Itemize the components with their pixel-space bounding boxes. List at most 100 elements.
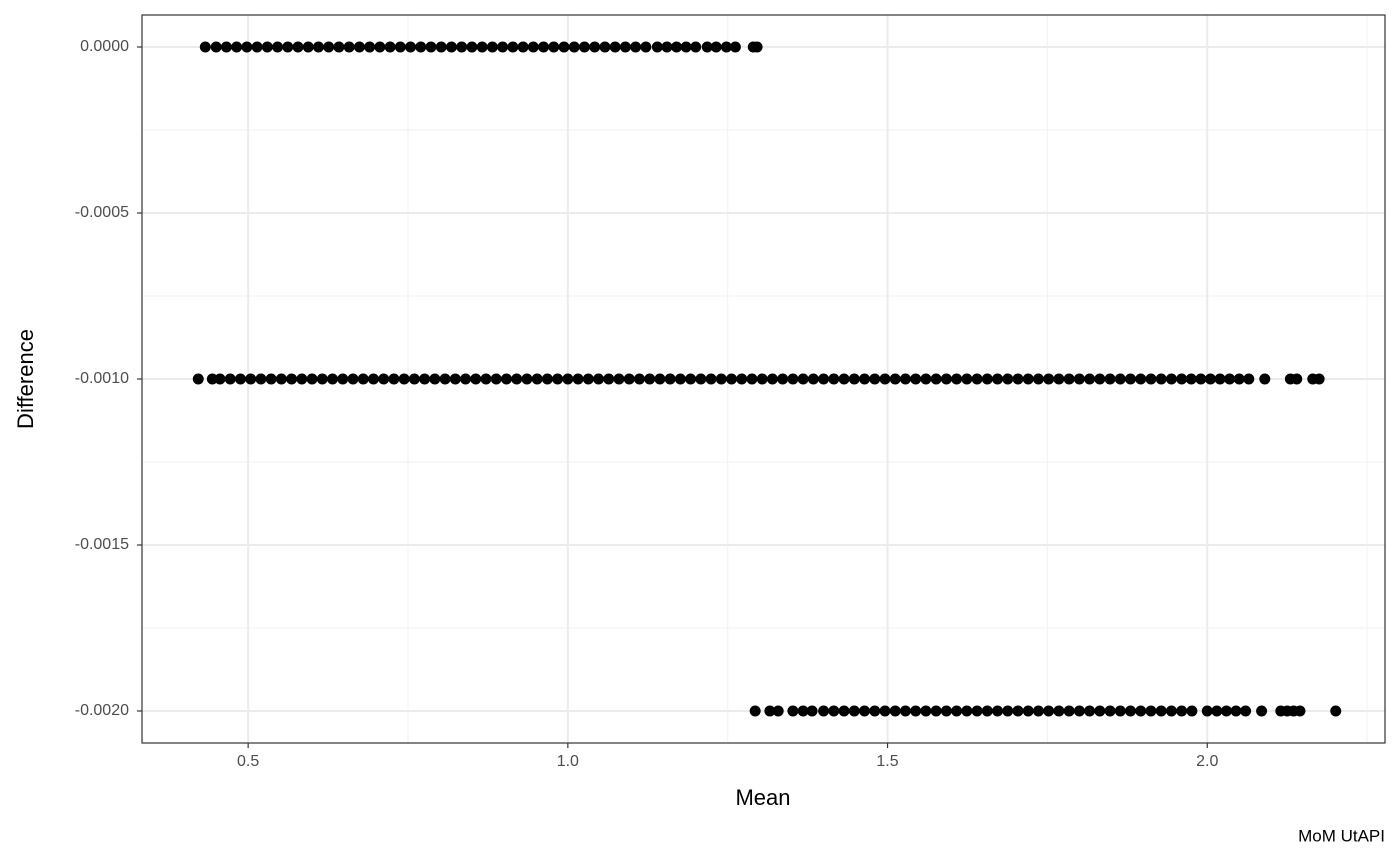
point — [517, 41, 529, 53]
point — [1063, 705, 1075, 717]
point — [1012, 705, 1024, 717]
point — [364, 41, 376, 53]
point — [838, 705, 850, 717]
point — [818, 705, 830, 717]
point — [220, 41, 232, 53]
point — [1043, 705, 1055, 717]
axes: 0.5 1.0 1.5 2.0 -0.0020 -0.0015 -0.0010 -0.0005… — [75, 38, 1219, 770]
point — [1125, 373, 1137, 385]
point — [1063, 373, 1075, 385]
point — [879, 705, 891, 717]
point — [828, 373, 840, 385]
point — [497, 41, 509, 53]
point — [558, 41, 570, 53]
point — [1094, 373, 1106, 385]
point — [859, 705, 871, 717]
point — [1104, 373, 1116, 385]
point — [609, 41, 621, 53]
y-tick-label: 0.0000 — [80, 38, 129, 55]
point — [470, 373, 482, 385]
point — [234, 373, 246, 385]
point — [818, 373, 830, 385]
point — [680, 41, 692, 53]
point — [940, 373, 952, 385]
point — [316, 373, 328, 385]
point — [777, 373, 789, 385]
point — [408, 373, 420, 385]
point — [685, 373, 697, 385]
point — [1330, 705, 1342, 717]
x-axis-label: Mean — [735, 785, 790, 810]
point — [255, 373, 267, 385]
point — [1032, 705, 1044, 717]
point — [548, 41, 560, 53]
point — [1294, 705, 1306, 717]
point — [766, 373, 778, 385]
point — [593, 373, 605, 385]
point — [623, 373, 635, 385]
point — [425, 41, 437, 53]
point — [992, 373, 1004, 385]
point — [1165, 373, 1177, 385]
point — [388, 373, 400, 385]
point — [419, 373, 431, 385]
point — [640, 41, 652, 53]
point — [378, 373, 390, 385]
point — [568, 41, 580, 53]
point — [466, 41, 478, 53]
point — [460, 373, 472, 385]
point — [633, 373, 645, 385]
point — [695, 373, 707, 385]
y-axis-label: Difference — [13, 329, 38, 429]
point — [756, 373, 768, 385]
y-tick-label: -0.0005 — [75, 204, 129, 221]
point — [552, 373, 564, 385]
point — [1032, 373, 1044, 385]
point — [869, 373, 881, 385]
point — [889, 705, 901, 717]
point — [869, 705, 881, 717]
point — [619, 41, 631, 53]
point — [527, 41, 539, 53]
point — [192, 373, 204, 385]
point — [1002, 373, 1014, 385]
point — [1104, 705, 1116, 717]
point — [1053, 705, 1065, 717]
point — [654, 373, 666, 385]
points — [192, 41, 1342, 717]
point — [1176, 705, 1188, 717]
point — [720, 41, 732, 53]
point — [981, 373, 993, 385]
point — [848, 373, 860, 385]
point — [589, 41, 601, 53]
point — [1243, 373, 1255, 385]
point — [971, 705, 983, 717]
point — [241, 41, 253, 53]
point — [251, 41, 263, 53]
point — [1204, 373, 1216, 385]
point — [445, 41, 457, 53]
point — [490, 373, 502, 385]
point — [690, 41, 702, 53]
point — [1053, 373, 1065, 385]
point — [572, 373, 584, 385]
point — [1114, 705, 1126, 717]
y-tick-label: -0.0020 — [75, 702, 129, 719]
point — [367, 373, 379, 385]
point — [1259, 373, 1271, 385]
point — [456, 41, 468, 53]
point — [562, 373, 574, 385]
point — [1155, 373, 1167, 385]
x-tick-label: 2.0 — [1196, 753, 1218, 770]
point — [644, 373, 656, 385]
point — [630, 41, 642, 53]
point — [1073, 373, 1085, 385]
point — [1256, 705, 1268, 717]
point — [1084, 373, 1096, 385]
point — [337, 373, 349, 385]
point — [1043, 373, 1055, 385]
point — [1002, 705, 1014, 717]
point — [751, 41, 763, 53]
point — [1185, 373, 1197, 385]
